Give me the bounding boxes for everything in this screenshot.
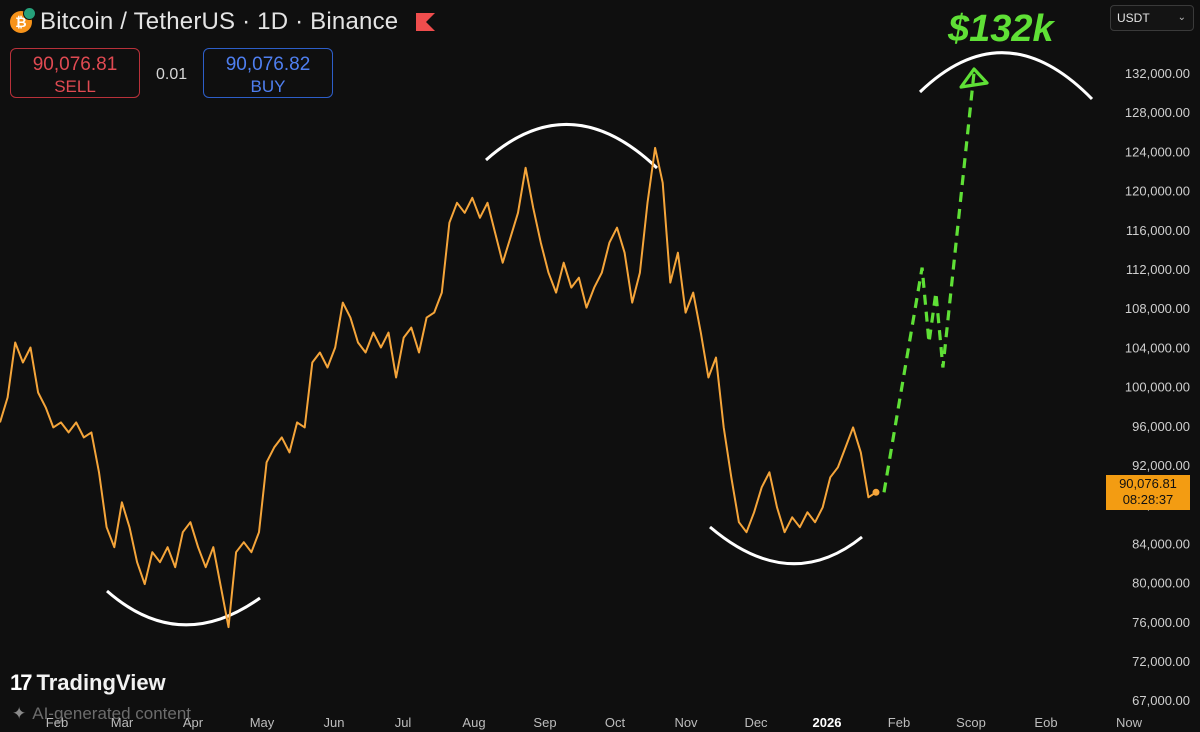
- y-tick-label: 104,000.00: [1125, 340, 1190, 355]
- x-tick-label: Aug: [462, 715, 485, 730]
- projection-arrowhead: [959, 67, 989, 89]
- chevron-down-icon: ⌄: [1177, 12, 1186, 23]
- x-tick-label: Mar: [111, 715, 134, 730]
- bitcoin-icon: ₿: [10, 7, 36, 33]
- flag-icon[interactable]: [416, 13, 436, 31]
- price-series-line: [0, 146, 877, 629]
- x-tick-label: Oct: [605, 715, 626, 730]
- y-tick-label: 96,000.00: [1132, 419, 1190, 434]
- buy-price: 90,076.82: [225, 54, 311, 75]
- y-tick-label: 132,000.00: [1125, 66, 1190, 81]
- y-tick-label: 112,000.00: [1126, 262, 1190, 277]
- tether-icon: [23, 7, 36, 20]
- y-tick-label: 80,000.00: [1132, 576, 1190, 591]
- ai-generated-note: ✦ AI-generated content: [12, 704, 191, 724]
- x-tick-label: Feb: [46, 715, 68, 730]
- sell-price: 90,076.81: [32, 54, 118, 75]
- y-tick-label: 100,000.00: [1125, 380, 1190, 395]
- x-tick-label: Now: [1116, 715, 1143, 730]
- x-axis: Feb Mar Apr May Jun Jul Aug Sep Oct Nov Dec 2026 Feb…: [46, 715, 1143, 730]
- y-tick-label: 92,000.00: [1132, 458, 1190, 473]
- y-tick-label: 67,000.00: [1132, 693, 1190, 708]
- x-tick-label: Jul: [395, 715, 412, 730]
- ai-note-text: AI-generated content: [32, 704, 192, 723]
- x-tick-label: Nov: [674, 715, 698, 730]
- x-tick-label: May: [250, 715, 275, 730]
- symbol-title[interactable]: Bitcoin / TetherUS · 1D · Binance: [40, 8, 399, 35]
- x-tick-label: Apr: [183, 715, 204, 730]
- symbol-header: ₿ Bitcoin / TetherUS · 1D · Binance: [10, 7, 436, 36]
- x-tick-label: Dec: [744, 715, 768, 730]
- sparkle-icon: ✦: [12, 704, 27, 723]
- y-tick-label: 128,000.00: [1125, 105, 1190, 120]
- x-tick-label: Scop: [956, 715, 986, 730]
- bottom-arc-right: [709, 525, 863, 566]
- x-tick-label: Eob: [1034, 715, 1057, 730]
- sell-label: SELL: [54, 77, 96, 96]
- x-tick-label: Sep: [533, 715, 556, 730]
- x-tick-label: Jun: [324, 715, 345, 730]
- x-tick-label: Feb: [888, 715, 910, 730]
- sell-button[interactable]: 90,076.81 SELL: [10, 48, 140, 98]
- order-quantity[interactable]: 0.01: [156, 66, 188, 83]
- y-tick-label: 120,000.00: [1125, 184, 1190, 199]
- y-tick-label: 108,000.00: [1125, 301, 1190, 316]
- x-tick-label: 2026: [813, 715, 842, 730]
- tradingview-logo[interactable]: 17 TradingView: [10, 670, 166, 696]
- buy-button[interactable]: 90,076.82 BUY: [203, 48, 333, 98]
- currency-select[interactable]: USDT ⌄: [1110, 5, 1194, 31]
- y-tick-label: 116,000.00: [1126, 223, 1190, 238]
- bar-countdown: 08:28:37: [1122, 492, 1174, 507]
- bottom-arc-left: [106, 589, 261, 627]
- buy-label: BUY: [250, 77, 286, 96]
- y-tick-label: 84,000.00: [1132, 536, 1190, 551]
- target-label: $132k: [948, 8, 1054, 50]
- tradingview-icon: 17: [10, 670, 33, 695]
- last-price-badge: 90,076.81 08:28:37: [1106, 475, 1190, 510]
- last-price-dot: [872, 488, 880, 496]
- projection-line: [882, 72, 976, 493]
- y-tick-label: 124,000.00: [1125, 144, 1190, 159]
- logo-text: TradingView: [36, 670, 166, 695]
- last-price-value: 90,076.81: [1119, 476, 1177, 491]
- y-axis: 132,000.00 128,000.00 124,000.00 120,000.00…: [1125, 66, 1190, 708]
- y-tick-label: 76,000.00: [1132, 615, 1190, 630]
- top-arc-center: [485, 122, 659, 170]
- pattern-arcs: [106, 51, 1094, 627]
- currency-value: USDT: [1117, 11, 1150, 25]
- y-tick-label: 72,000.00: [1132, 654, 1190, 669]
- top-arc-target: [918, 51, 1094, 101]
